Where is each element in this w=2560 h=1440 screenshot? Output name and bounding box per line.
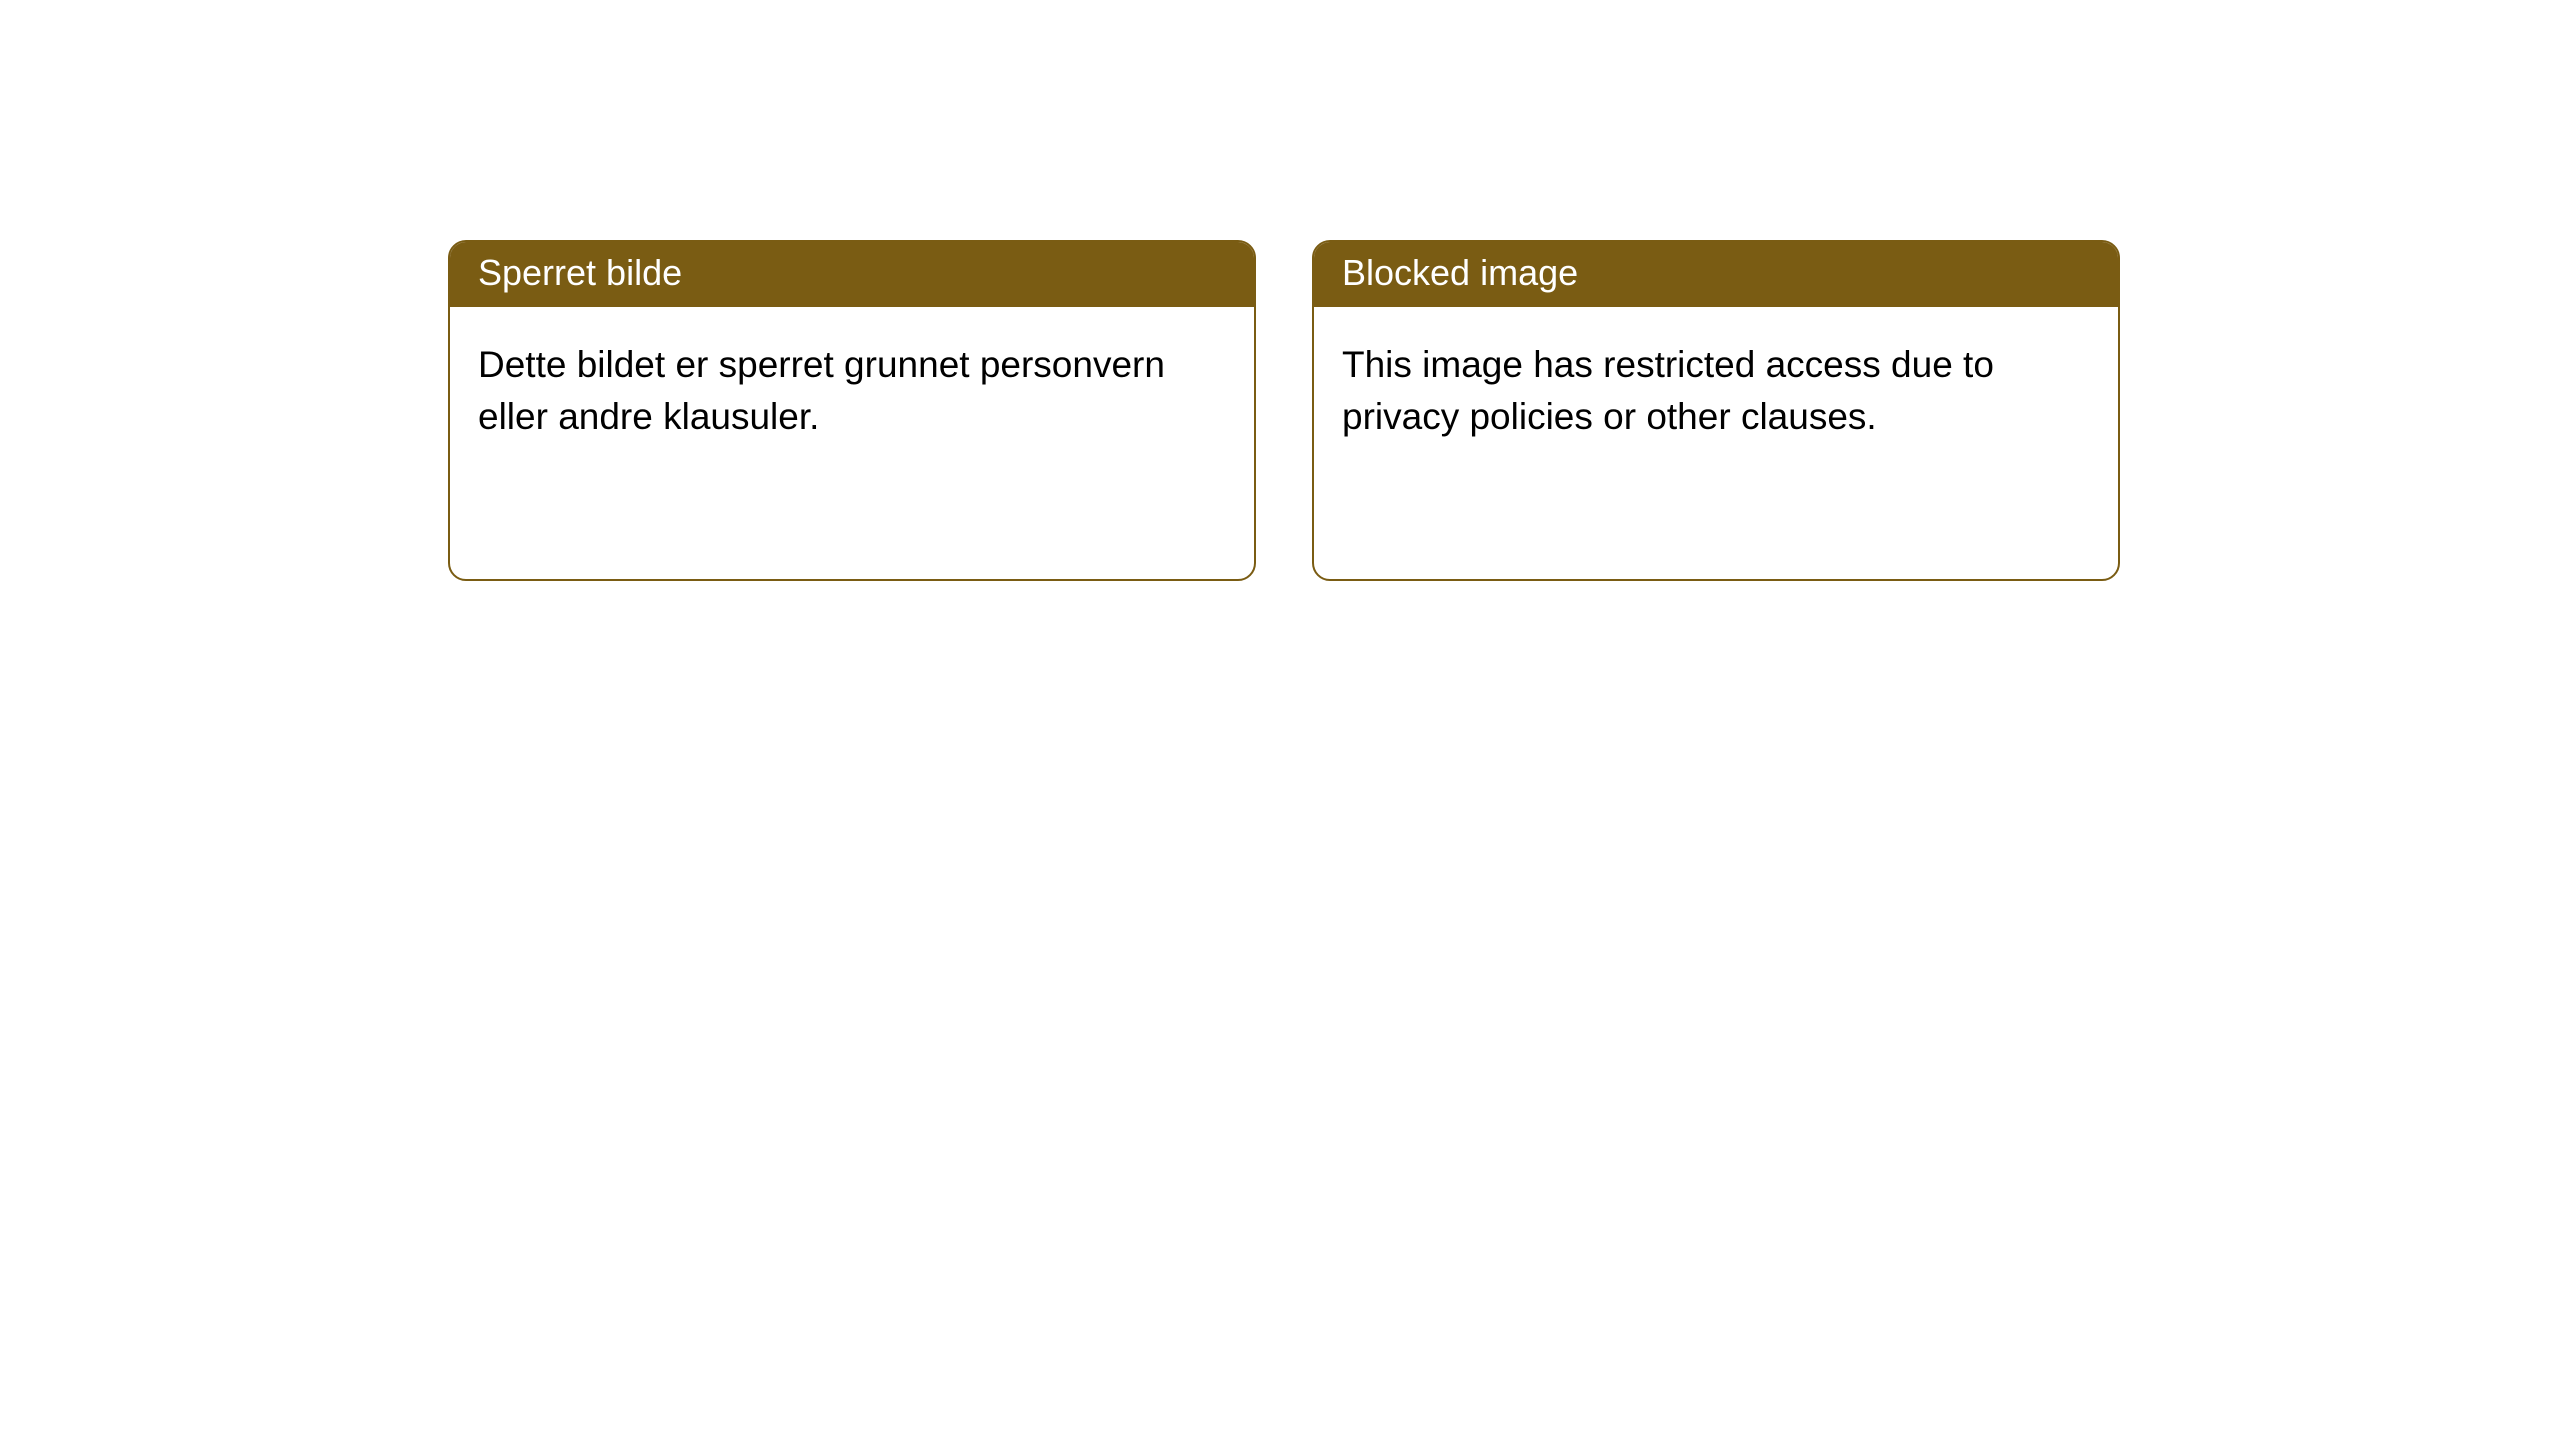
notice-body: This image has restricted access due to … <box>1314 307 2118 579</box>
notice-header: Sperret bilde <box>450 242 1254 307</box>
notice-body: Dette bildet er sperret grunnet personve… <box>450 307 1254 579</box>
notice-container: Sperret bilde Dette bildet er sperret gr… <box>0 0 2560 581</box>
notice-header: Blocked image <box>1314 242 2118 307</box>
notice-card-english: Blocked image This image has restricted … <box>1312 240 2120 581</box>
notice-card-norwegian: Sperret bilde Dette bildet er sperret gr… <box>448 240 1256 581</box>
